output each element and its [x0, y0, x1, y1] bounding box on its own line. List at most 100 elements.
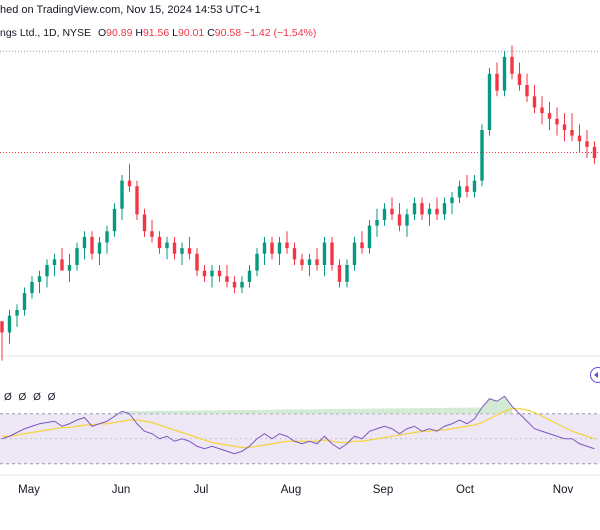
x-axis-label-nov: Nov: [552, 484, 574, 496]
candle-body: [60, 259, 64, 271]
candle-body: [90, 236, 94, 254]
candle-body: [105, 231, 109, 243]
candle-body: [202, 270, 207, 277]
candle-body: [0, 321, 4, 333]
close-label: C: [207, 27, 215, 39]
candle-body: [315, 259, 319, 265]
candle-body: [67, 265, 72, 271]
candle-body: [150, 231, 154, 237]
candle-body: [270, 242, 274, 254]
candle-body: [382, 208, 387, 220]
candle-body: [502, 56, 507, 91]
x-axis-label-aug: Aug: [280, 484, 302, 496]
candle-body: [217, 270, 222, 277]
candle-body: [195, 253, 199, 271]
candle-body: [345, 265, 349, 282]
candle-body: [517, 73, 522, 85]
candle-body: [22, 293, 27, 310]
high-value: 91.56: [142, 27, 170, 39]
candle-body: [285, 242, 289, 249]
candle-body: [142, 214, 147, 232]
candle-body: [112, 208, 117, 232]
candle-body: [292, 248, 297, 260]
candle-body: [45, 265, 49, 277]
candle-body: [15, 310, 19, 316]
high-label: H: [135, 27, 143, 39]
candle-body: [322, 242, 327, 265]
candle-body: [450, 197, 454, 204]
candle-body: [510, 56, 514, 74]
open-label: O: [97, 27, 107, 39]
candle-body: [352, 242, 357, 265]
low-label: L: [172, 27, 178, 39]
candle-body: [405, 214, 409, 226]
candle-body: [157, 236, 162, 249]
candle-body: [547, 113, 552, 119]
candle-body: [255, 253, 259, 271]
rsi-legend: Ø Ø Ø Ø: [4, 392, 58, 403]
candle-body: [487, 73, 492, 130]
candle-body: [37, 276, 42, 282]
candle-body: [247, 270, 252, 282]
ohlc-legend: ngs Ltd., 1D, NYSE O90.89 H91.56 L90.01 …: [0, 27, 316, 39]
x-axis-label-jun: Jun: [111, 484, 131, 496]
candle-body: [120, 180, 124, 209]
candle-body: [562, 124, 567, 130]
x-axis-label-jul: Jul: [193, 484, 209, 496]
candle-body: [180, 248, 184, 254]
candle-body: [75, 248, 79, 265]
candle-body: [592, 146, 597, 159]
candle-body: [540, 107, 544, 114]
open-value: 90.89: [106, 27, 133, 39]
candle-body: [360, 242, 364, 249]
candle-body: [577, 135, 582, 142]
candle-body: [277, 242, 282, 254]
chart-caption: hed on TradingView.com, Nov 15, 2024 14:…: [0, 4, 261, 16]
candle-body: [330, 242, 334, 265]
candle-body: [262, 242, 267, 254]
candle-body: [240, 281, 244, 288]
candle-body: [367, 225, 372, 249]
low-value: 90.01: [177, 27, 205, 39]
rsi-overbought-fill: [122, 396, 512, 414]
candle-body: [135, 186, 139, 215]
x-axis-label-oct: Oct: [456, 484, 474, 496]
candle-body: [127, 180, 132, 187]
candle-body: [7, 315, 12, 333]
candle-body: [82, 236, 87, 249]
candle-body: [232, 281, 237, 288]
candle-body: [465, 186, 469, 192]
candle-body: [457, 186, 462, 198]
candle-body: [480, 130, 484, 181]
candle-body: [412, 203, 417, 215]
symbol-label: ngs Ltd., 1D, NYSE: [0, 27, 92, 39]
candle-body: [427, 208, 432, 215]
candle-body: [375, 220, 379, 226]
candle-body: [172, 242, 177, 254]
x-axis-label-sep: Sep: [372, 484, 394, 496]
candle-body: [495, 73, 499, 91]
candle-body: [52, 259, 57, 265]
candle-body: [570, 130, 574, 136]
candle-body: [532, 96, 537, 108]
x-axis-label-may: May: [18, 484, 40, 496]
candle-body: [397, 214, 402, 226]
candle-body: [585, 141, 589, 147]
candle-body: [525, 85, 529, 97]
scroll-left-icon[interactable]: [590, 367, 600, 383]
candle-body: [97, 242, 102, 254]
candle-body: [555, 118, 559, 125]
candle-body: [442, 203, 447, 215]
candle-body: [300, 259, 304, 265]
candle-body: [420, 203, 424, 215]
candle-body: [435, 208, 439, 215]
candle-body: [187, 248, 192, 254]
candle-body: [390, 208, 394, 215]
candle-body: [30, 281, 34, 294]
change-value: −1.42 (−1.54%): [243, 27, 317, 39]
candle-body: [165, 242, 169, 249]
close-value: 90.58: [214, 27, 242, 39]
candle-body: [472, 180, 477, 192]
candle-body: [337, 265, 342, 282]
